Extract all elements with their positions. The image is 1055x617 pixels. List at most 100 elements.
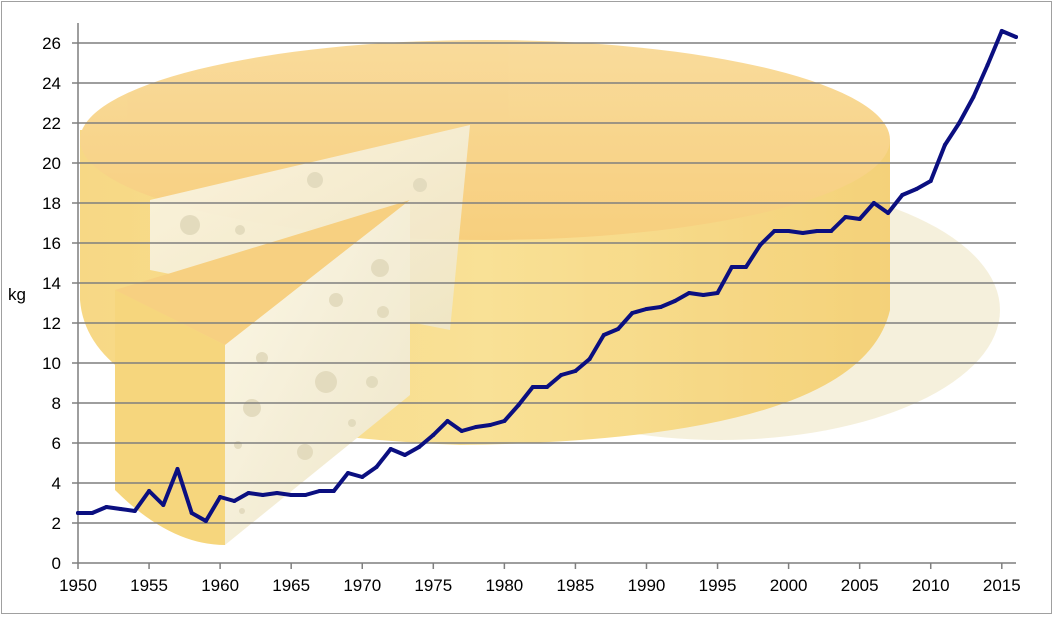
data-point <box>616 327 621 331</box>
data-point <box>76 511 80 515</box>
data-point <box>132 509 137 513</box>
data-point <box>445 419 450 423</box>
y-axis-label: kg <box>8 285 26 304</box>
data-point <box>815 229 820 233</box>
data-point <box>829 229 834 233</box>
data-point <box>701 293 706 297</box>
x-tick-label: 2005 <box>841 576 879 595</box>
data-point <box>687 291 692 295</box>
x-tick-label: 1960 <box>201 576 239 595</box>
y-tick-label: 10 <box>42 354 61 373</box>
y-tick-label: 16 <box>42 234 61 253</box>
grid-lines <box>78 42 1016 524</box>
data-point <box>189 511 194 515</box>
data-point <box>843 215 848 219</box>
y-tick-label: 20 <box>42 154 61 173</box>
y-tick-label: 2 <box>52 514 61 533</box>
y-tick-label: 6 <box>52 434 61 453</box>
data-point <box>672 299 677 303</box>
data-point <box>786 229 791 233</box>
data-point <box>473 425 478 429</box>
data-point <box>104 505 109 509</box>
data-point <box>417 445 422 449</box>
data-point <box>218 495 223 499</box>
data-point <box>431 433 436 437</box>
x-tick-label: 1965 <box>272 576 310 595</box>
data-point <box>971 95 976 99</box>
data-point <box>729 265 734 269</box>
data-point <box>715 291 720 295</box>
data-point <box>232 499 237 503</box>
y-tick-label: 4 <box>52 474 61 493</box>
y-tick-label: 24 <box>42 74 61 93</box>
data-point <box>488 423 493 427</box>
data-point <box>260 493 265 497</box>
data-point <box>914 187 919 191</box>
data-point <box>985 63 990 67</box>
data-point <box>388 447 393 451</box>
data-point <box>331 489 336 493</box>
data-point <box>900 193 905 197</box>
cheese-wheel-illustration <box>80 40 1000 545</box>
data-point <box>999 29 1004 33</box>
cheese-wedge-side <box>115 290 225 545</box>
data-point <box>530 385 535 389</box>
y-tick-label: 26 <box>42 34 61 53</box>
y-tick-label: 22 <box>42 114 61 133</box>
data-point <box>1014 35 1018 39</box>
x-tick-label: 1980 <box>485 576 523 595</box>
data-point <box>502 419 507 423</box>
x-tick-label: 2000 <box>770 576 808 595</box>
data-point <box>559 373 564 377</box>
data-point <box>800 231 805 235</box>
data-point <box>317 489 322 493</box>
data-point <box>857 217 862 221</box>
cheese-wedge-top <box>115 200 410 345</box>
y-tick-label: 14 <box>42 274 61 293</box>
data-point <box>516 403 521 407</box>
x-tick-label: 1955 <box>130 576 168 595</box>
data-point <box>289 493 294 497</box>
data-point <box>601 333 606 337</box>
series-line-group <box>76 29 1018 523</box>
data-point <box>644 307 649 311</box>
data-point <box>346 471 351 475</box>
y-tick-label: 12 <box>42 314 61 333</box>
y-tick-label: 18 <box>42 194 61 213</box>
y-tick-label: 8 <box>52 394 61 413</box>
data-point <box>957 121 962 125</box>
data-point <box>871 201 876 205</box>
x-tick-label: 1950 <box>59 576 97 595</box>
data-point <box>203 519 208 523</box>
data-point <box>147 489 152 493</box>
data-point <box>942 143 947 147</box>
x-tick-label: 2010 <box>912 576 950 595</box>
data-point <box>175 467 180 471</box>
data-point <box>118 507 123 511</box>
x-tick-label: 2015 <box>983 576 1021 595</box>
data-point <box>374 465 379 469</box>
x-tick-label: 1990 <box>628 576 666 595</box>
data-point <box>928 179 933 183</box>
y-tick-label: 0 <box>52 554 61 573</box>
data-point <box>360 475 365 479</box>
data-point <box>161 503 166 507</box>
data-point <box>587 357 592 361</box>
x-tick-labels: 1950 1955 1960 1965 1970 1975 1980 1985 1990 1995… <box>59 563 1021 595</box>
data-point <box>459 429 464 433</box>
data-point <box>772 229 777 233</box>
data-point <box>274 491 279 495</box>
data-point <box>758 243 763 247</box>
data-point <box>630 311 635 315</box>
data-point <box>303 493 308 497</box>
data-point <box>573 369 578 373</box>
data-point <box>658 305 663 309</box>
data-point <box>90 511 95 515</box>
data-point <box>886 211 891 215</box>
x-tick-label: 1995 <box>699 576 737 595</box>
data-point <box>402 453 407 457</box>
x-tick-label: 1970 <box>343 576 381 595</box>
data-point <box>545 385 549 389</box>
